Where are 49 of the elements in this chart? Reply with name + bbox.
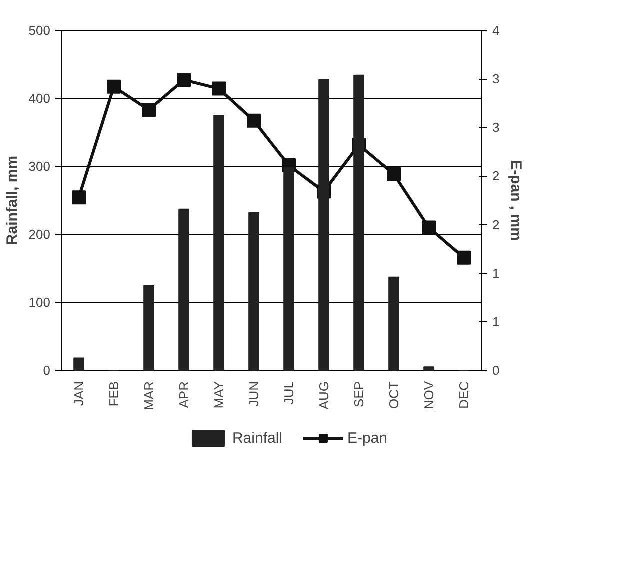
point bbox=[72, 190, 86, 205]
bar bbox=[388, 276, 400, 371]
point bbox=[212, 82, 226, 96]
y2-tick-label: 0 bbox=[492, 363, 500, 378]
y2-axis-title: E-pan , mm bbox=[508, 160, 525, 241]
point bbox=[422, 220, 436, 235]
point bbox=[247, 114, 261, 128]
bar bbox=[318, 78, 330, 371]
x-tick-label: APR bbox=[176, 381, 192, 408]
bar bbox=[214, 115, 224, 371]
y2-tick-label: 1 bbox=[492, 314, 500, 330]
y2-tick-label: 3 bbox=[492, 72, 500, 87]
y-tick-label: 300 bbox=[28, 159, 51, 174]
bar bbox=[424, 366, 434, 371]
x-tick-label: SEP bbox=[352, 381, 366, 408]
y2-tick-label: 1 bbox=[492, 266, 500, 281]
bar bbox=[248, 212, 260, 371]
y2-tick-label: 3 bbox=[492, 120, 500, 136]
point bbox=[457, 250, 471, 265]
x-tick-label: MAR bbox=[142, 382, 156, 410]
y-tick-label: 200 bbox=[28, 227, 51, 242]
y2-tick-label: 2 bbox=[492, 217, 500, 232]
bar bbox=[284, 167, 294, 371]
x-tick-label: NOV bbox=[422, 381, 436, 410]
bar bbox=[144, 285, 154, 371]
point bbox=[107, 80, 121, 94]
x-tick-label: OCT bbox=[386, 381, 402, 409]
point bbox=[387, 167, 401, 182]
y-tick-label: 500 bbox=[28, 23, 51, 38]
y2-tick-label: 4 bbox=[492, 23, 500, 38]
y-tick-label: 0 bbox=[43, 363, 51, 378]
y2-tick-label: 2 bbox=[492, 168, 500, 184]
x-tick-label: FEB bbox=[106, 381, 122, 407]
point bbox=[177, 73, 191, 88]
x-tick-label: MAY bbox=[212, 381, 226, 409]
y-tick-label: 100 bbox=[28, 295, 51, 310]
x-tick-label: AUG bbox=[316, 382, 332, 410]
legend-label: E-pan bbox=[348, 430, 388, 446]
bar bbox=[178, 208, 190, 371]
legend-label: Rainfall bbox=[232, 430, 282, 446]
bar bbox=[354, 74, 364, 371]
y-tick-label: 400 bbox=[28, 91, 51, 106]
bar bbox=[74, 358, 84, 371]
x-tick-label: JAN bbox=[72, 381, 86, 406]
x-tick-label: JUN bbox=[246, 381, 262, 407]
point bbox=[142, 103, 156, 118]
x-tick-label: DEC bbox=[456, 381, 472, 409]
x-tick-label: JUL bbox=[282, 381, 296, 405]
y-axis-title: Rainfall, mm bbox=[4, 156, 21, 246]
